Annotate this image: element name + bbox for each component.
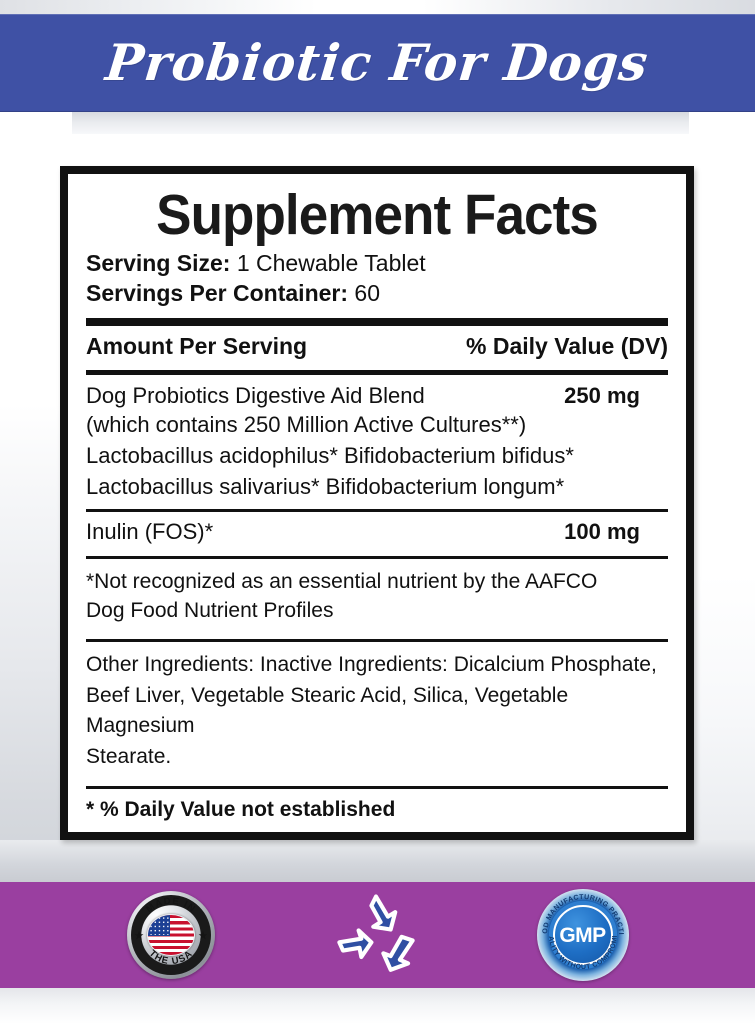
recycle-badge bbox=[328, 891, 424, 979]
ingredient-subline: Lactobacillus acidophilus* Bifidobacteri… bbox=[86, 443, 574, 469]
rule-above-daily-value-note bbox=[86, 786, 668, 790]
aafco-note-line: *Not recognized as an essential nutrient… bbox=[86, 569, 598, 593]
rule-above-aafco-note bbox=[86, 555, 668, 559]
made-in-usa-badge: MADE IN THE USA bbox=[126, 891, 215, 979]
rule-above-column-headers bbox=[86, 317, 668, 326]
us-flag-icon bbox=[146, 914, 195, 956]
top-metallic-strip bbox=[0, 0, 755, 14]
amount-per-serving-header: Amount Per Serving bbox=[86, 332, 308, 359]
table-row: Inulin (FOS)* 100 mg bbox=[86, 512, 668, 550]
serving-size-label: Serving Size: bbox=[86, 250, 231, 277]
banner-underline-strip bbox=[0, 112, 755, 134]
header-banner: Probiotic For Dogs bbox=[0, 14, 755, 112]
brand-title: Probiotic For Dogs bbox=[103, 33, 652, 92]
ingredient-amount: 250 mg bbox=[564, 382, 640, 408]
ingredient-subline: Lactobacillus salivarius* Bifidobacteriu… bbox=[86, 474, 565, 500]
page-title: Supplement Facts bbox=[156, 183, 599, 247]
servings-per-container-label: Servings Per Container: bbox=[86, 280, 349, 307]
servings-per-container-line: Servings Per Container: 60 bbox=[86, 278, 668, 308]
supplement-facts-panel: Supplement Facts Serving Size: 1 Chewabl… bbox=[60, 166, 694, 840]
column-header-row: Amount Per Serving % Daily Value (DV) bbox=[86, 326, 668, 364]
ingredient-name: Inulin (FOS)* bbox=[86, 518, 214, 544]
daily-value-footnote: * % Daily Value not established bbox=[86, 798, 396, 822]
other-ingredients-line: Stearate. bbox=[86, 744, 172, 768]
daily-value-header: % Daily Value (DV) bbox=[466, 332, 668, 359]
servings-per-container-value: 60 bbox=[354, 280, 381, 307]
ingredient-subline: (which contains 250 Million Active Cultu… bbox=[86, 411, 527, 437]
rule-above-other-ingredients bbox=[86, 639, 668, 643]
rule-above-inulin-row bbox=[86, 508, 668, 512]
ingredient-amount: 100 mg bbox=[564, 518, 640, 544]
recycle-icon bbox=[336, 894, 415, 972]
other-ingredients-line: Other Ingredients: Inactive Ingredients:… bbox=[86, 653, 657, 677]
gmp-icon: GMP GOOD MANUFACTURING PRACTICE QUALITY … bbox=[534, 884, 629, 981]
other-ingredients: Other Ingredients: Inactive Ingredients:… bbox=[86, 642, 668, 780]
serving-size-value: 1 Chewable Tablet bbox=[236, 250, 426, 277]
lower-metallic-band bbox=[0, 840, 755, 882]
gmp-badge: GMP GOOD MANUFACTURING PRACTICE QUALITY … bbox=[534, 884, 629, 981]
made-in-usa-icon: MADE IN THE USA bbox=[126, 891, 215, 979]
right-edge-sheen bbox=[689, 112, 755, 882]
gmp-center-text: GMP bbox=[559, 923, 606, 947]
aafco-note-line: Dog Food Nutrient Profiles bbox=[86, 598, 334, 622]
certification-badge-band: MADE IN THE USA bbox=[0, 882, 755, 988]
bottom-metallic-strip bbox=[0, 988, 755, 1024]
aafco-note: *Not recognized as an essential nutrient… bbox=[86, 559, 668, 634]
gmp-core: GMP bbox=[552, 905, 613, 965]
table-row: Dog Probiotics Digestive Aid Blend 250 m… bbox=[86, 375, 668, 409]
ingredient-name: Dog Probiotics Digestive Aid Blend bbox=[86, 382, 425, 408]
rule-below-column-headers bbox=[86, 369, 668, 375]
serving-size-line: Serving Size: 1 Chewable Tablet bbox=[86, 248, 668, 278]
other-ingredients-line: Beef Liver, Vegetable Stearic Acid, Sili… bbox=[86, 683, 569, 738]
